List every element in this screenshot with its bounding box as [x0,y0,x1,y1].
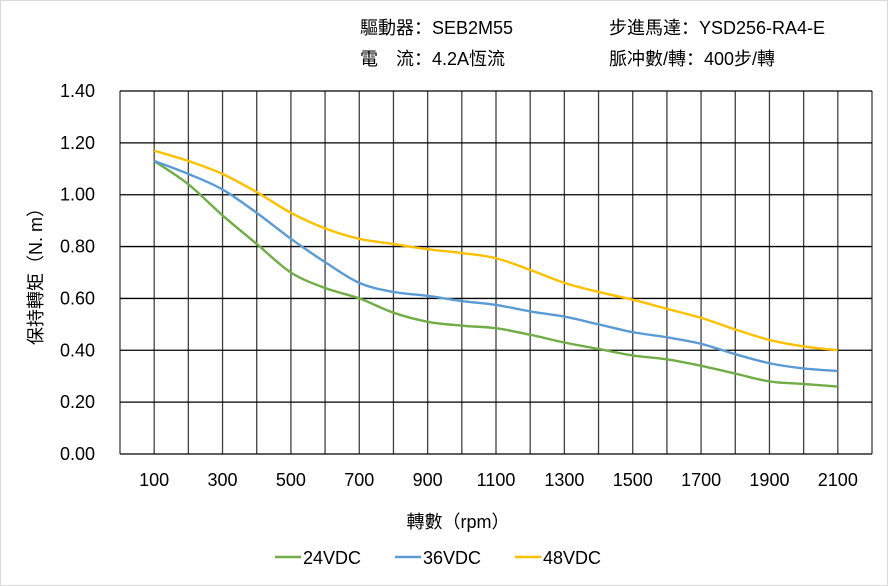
legend-label-24vdc: 24VDC [303,548,361,568]
x-tick-label: 500 [276,470,306,490]
legend: 24VDC 36VDC 48VDC [275,548,601,568]
pulses-info: 脈冲數/轉：400步/轉 [609,49,776,69]
tick-labels: 0.00 0.20 0.40 0.60 0.80 1.00 1.20 1.40 100 300 50… [60,81,858,490]
current-info: 電 流：4.2A恆流 [360,49,506,69]
series-line-36vdc [153,159,838,373]
y-tick-label: 0.00 [60,444,95,464]
series-lines [153,149,838,388]
y-tick-label: 1.00 [60,185,95,205]
x-tick-label: 700 [344,470,374,490]
grid [119,90,873,455]
y-tick-label: 1.40 [60,81,95,101]
driver-info: 驅動器：SEB2M55 [360,18,514,38]
x-tick-label: 1700 [681,470,721,490]
series-line-24vdc [153,160,838,388]
y-tick-label: 0.40 [60,340,95,360]
x-tick-label: 2100 [818,470,858,490]
x-tick-label: 100 [139,470,169,490]
y-tick-label: 0.80 [60,237,95,257]
x-tick-label: 1100 [477,470,516,490]
x-tick-label: 1300 [544,470,584,490]
y-tick-label: 0.20 [60,392,95,412]
legend-label-36vdc: 36VDC [423,548,481,568]
x-tick-label: 900 [413,470,443,490]
x-axis-label: 轉數（rpm） [407,512,510,532]
y-tick-label: 1.20 [60,133,95,153]
y-axis-label: 保持轉矩（N. m） [26,199,46,345]
y-tick-label: 0.60 [60,288,95,308]
series-line-48vdc [153,149,838,352]
x-tick-label: 300 [208,470,238,490]
x-tick-label: 1900 [749,470,789,490]
legend-label-48vdc: 48VDC [543,548,601,568]
x-tick-label: 1500 [613,470,653,490]
motor-info: 步進馬達：YSD256-RA4-E [609,18,826,38]
